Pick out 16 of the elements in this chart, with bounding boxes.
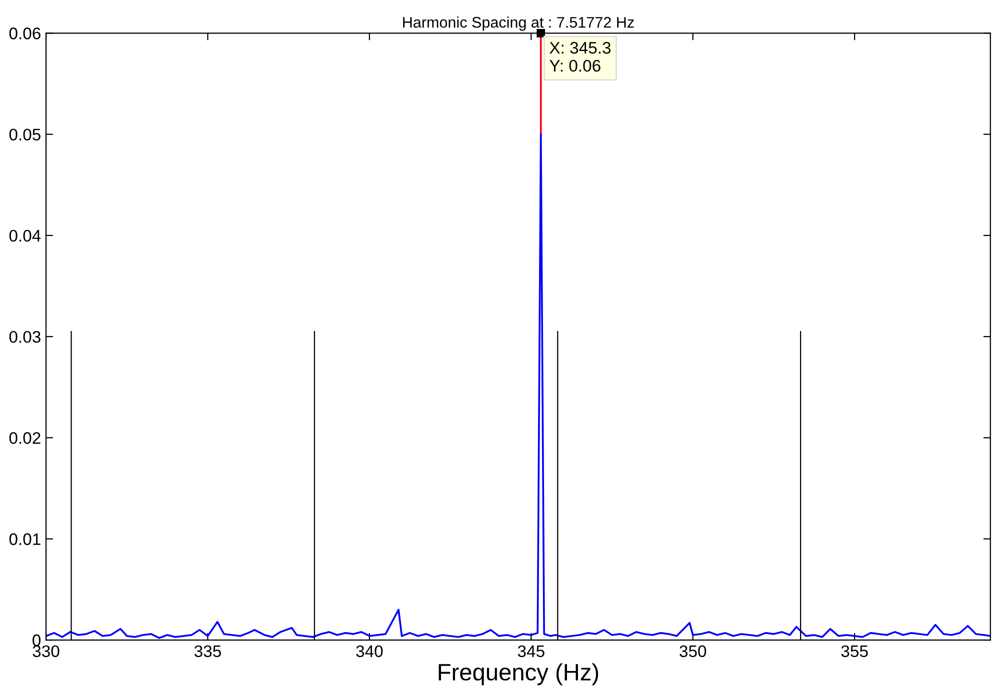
x-tick-label: 355	[841, 645, 868, 658]
x-tick-label: 330	[32, 645, 60, 658]
y-tick-label: 0.04	[9, 230, 41, 242]
x-tick-label: 335	[194, 645, 221, 658]
y-tick-label: 0.06	[9, 28, 40, 40]
y-tick-label: 0.01	[9, 533, 40, 546]
annotation: X: 345.3 Y: 0.06	[550, 42, 611, 72]
y-tick-label: 0	[32, 634, 41, 646]
x-tick-label: 345	[518, 645, 544, 658]
x-axis-title: Frequency (Hz)	[438, 663, 598, 686]
chart-title: Harmonic Spacing at : 7.51772 Hz	[403, 16, 634, 31]
y-tick-label: 0.05	[9, 128, 40, 140]
x-tick-label: 350	[680, 645, 706, 658]
y-tick-label: 0.03	[9, 330, 40, 343]
y-tick-label: 0.02	[9, 432, 40, 444]
x-tick-label: 340	[356, 645, 383, 658]
